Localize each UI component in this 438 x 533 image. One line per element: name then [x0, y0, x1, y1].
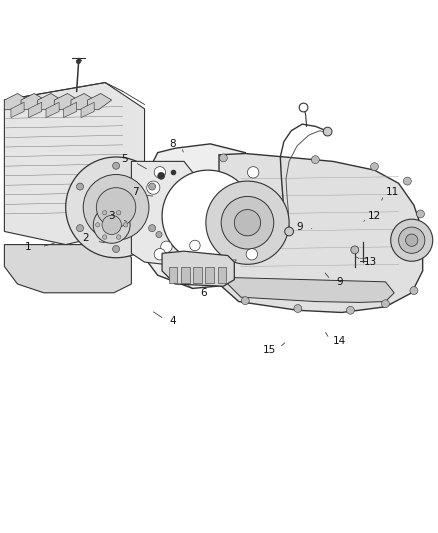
Circle shape	[285, 227, 293, 236]
Circle shape	[162, 170, 254, 262]
Circle shape	[371, 163, 378, 171]
Circle shape	[406, 234, 418, 246]
Polygon shape	[4, 245, 131, 293]
Circle shape	[219, 154, 227, 162]
Polygon shape	[46, 102, 59, 118]
Polygon shape	[4, 93, 28, 110]
Circle shape	[219, 278, 227, 286]
Circle shape	[158, 172, 165, 179]
Text: 6: 6	[200, 288, 207, 298]
Circle shape	[410, 287, 418, 295]
Text: 11: 11	[385, 187, 399, 197]
Circle shape	[206, 181, 289, 264]
Circle shape	[148, 225, 155, 232]
Polygon shape	[184, 260, 237, 269]
Polygon shape	[228, 278, 394, 302]
Circle shape	[346, 306, 354, 314]
Text: 3: 3	[108, 211, 115, 221]
Circle shape	[96, 188, 136, 227]
Text: 15: 15	[263, 345, 276, 355]
Polygon shape	[162, 251, 234, 286]
Circle shape	[113, 162, 120, 169]
Circle shape	[190, 240, 200, 251]
Polygon shape	[21, 93, 45, 110]
Polygon shape	[145, 144, 272, 288]
Text: 1: 1	[25, 242, 32, 252]
Circle shape	[391, 219, 433, 261]
Circle shape	[117, 235, 121, 239]
Circle shape	[381, 300, 389, 308]
Circle shape	[147, 181, 160, 194]
Polygon shape	[54, 93, 78, 110]
Circle shape	[66, 157, 166, 258]
Circle shape	[102, 211, 107, 215]
Polygon shape	[11, 102, 24, 118]
Circle shape	[83, 174, 149, 240]
Polygon shape	[193, 266, 202, 283]
Text: 12: 12	[368, 211, 381, 221]
Text: 7: 7	[132, 187, 139, 197]
Polygon shape	[219, 154, 423, 312]
Circle shape	[102, 235, 107, 239]
Text: 9: 9	[336, 277, 343, 287]
Polygon shape	[28, 102, 42, 118]
Circle shape	[154, 248, 166, 260]
Circle shape	[247, 167, 259, 178]
Circle shape	[93, 206, 130, 243]
Circle shape	[299, 103, 308, 112]
Circle shape	[241, 297, 249, 304]
Polygon shape	[71, 93, 95, 110]
Circle shape	[161, 241, 172, 253]
Circle shape	[417, 210, 424, 218]
Polygon shape	[218, 266, 226, 283]
Polygon shape	[38, 93, 62, 110]
Polygon shape	[88, 93, 112, 110]
Text: 4: 4	[170, 316, 177, 326]
Circle shape	[323, 127, 332, 136]
Polygon shape	[131, 161, 210, 266]
Circle shape	[246, 248, 258, 260]
Circle shape	[311, 156, 319, 164]
Polygon shape	[169, 266, 177, 283]
Circle shape	[403, 177, 411, 185]
Polygon shape	[181, 266, 190, 283]
Text: 5: 5	[121, 154, 128, 164]
Circle shape	[95, 223, 100, 227]
Circle shape	[221, 197, 274, 249]
Circle shape	[76, 59, 81, 64]
Polygon shape	[64, 102, 77, 118]
Circle shape	[148, 183, 155, 190]
Circle shape	[156, 231, 162, 238]
Circle shape	[77, 183, 84, 190]
Circle shape	[154, 167, 166, 178]
Circle shape	[399, 227, 425, 253]
Circle shape	[294, 304, 302, 312]
Polygon shape	[4, 83, 145, 245]
Circle shape	[102, 215, 121, 235]
Circle shape	[234, 209, 261, 236]
Circle shape	[117, 211, 121, 215]
Circle shape	[113, 246, 120, 253]
Circle shape	[77, 225, 84, 232]
Text: 2: 2	[82, 233, 89, 243]
Text: 13: 13	[364, 257, 377, 267]
Circle shape	[124, 223, 128, 227]
Text: 14: 14	[333, 336, 346, 346]
Text: 8: 8	[170, 139, 177, 149]
Circle shape	[351, 246, 359, 254]
Polygon shape	[81, 102, 94, 118]
Polygon shape	[205, 266, 214, 283]
Text: 9: 9	[297, 222, 304, 232]
